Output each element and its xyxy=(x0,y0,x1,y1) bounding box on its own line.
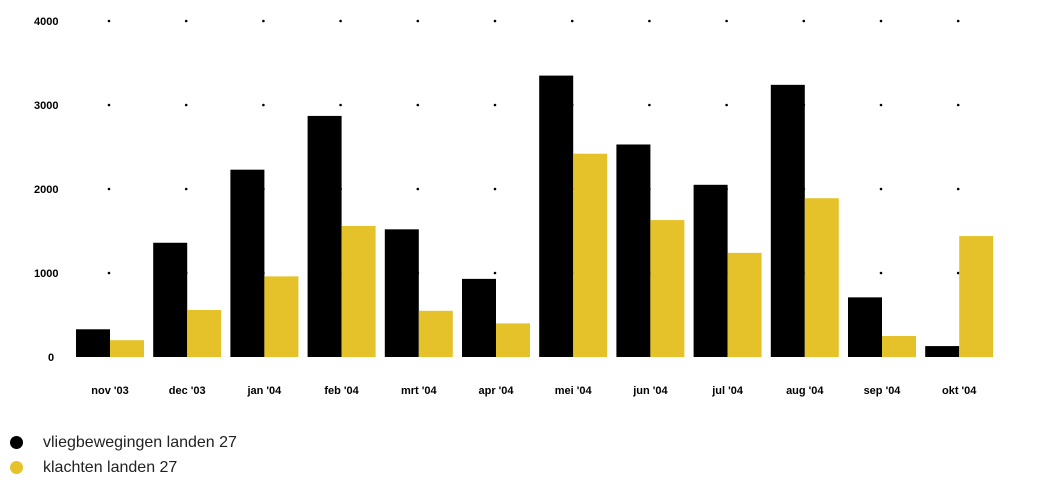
y-tick-label: 0 xyxy=(48,352,54,364)
y-tick-label: 4000 xyxy=(34,16,58,28)
grid-dot xyxy=(416,103,420,107)
y-tick-label: 1000 xyxy=(34,268,58,280)
x-tick-label: mrt '04 xyxy=(401,385,438,397)
bar-black-5 xyxy=(462,278,496,357)
grid-dot xyxy=(493,19,497,23)
x-tick-label: jan '04 xyxy=(246,385,282,397)
x-tick-label: mei '04 xyxy=(555,385,593,397)
grid-dot xyxy=(262,103,265,107)
grid-dot xyxy=(956,187,960,191)
bar-black-4 xyxy=(384,229,419,357)
bar-yellow-11 xyxy=(959,236,994,357)
bar-black-1 xyxy=(153,242,188,357)
grid-dot xyxy=(416,19,420,23)
bar-yellow-10 xyxy=(882,336,916,357)
grid-dot xyxy=(339,103,342,107)
bar-yellow-5 xyxy=(496,323,530,357)
grid-dot xyxy=(802,19,806,23)
x-tick-label: dec '03 xyxy=(169,385,206,397)
y-tick-label: 3000 xyxy=(34,100,58,112)
grid-dot xyxy=(493,187,497,191)
grid-dot xyxy=(493,271,497,275)
bar-yellow-3 xyxy=(341,225,376,357)
grid-dot xyxy=(339,19,342,23)
grid-dot xyxy=(262,19,265,23)
legend-item-series-1: vliegbewegingen landen 27 xyxy=(10,430,237,455)
grid-dot xyxy=(956,103,960,107)
bar-yellow-4 xyxy=(418,310,453,357)
bar-yellow-7 xyxy=(650,220,685,357)
x-tick-label: apr '04 xyxy=(478,385,514,397)
legend-item-series-2: klachten landen 27 xyxy=(10,455,237,480)
bar-black-10 xyxy=(848,297,882,357)
legend: vliegbewegingen landen 27 klachten lande… xyxy=(10,430,237,480)
grid-dot xyxy=(107,19,111,23)
grid-dot xyxy=(956,19,960,23)
bar-black-3 xyxy=(307,115,342,357)
grid-dot xyxy=(648,19,651,23)
legend-label-series-1: vliegbewegingen landen 27 xyxy=(43,433,237,451)
x-tick-label: jul '04 xyxy=(711,385,744,397)
bar-black-6 xyxy=(539,75,574,357)
bar-black-0 xyxy=(76,329,110,357)
grid-dot xyxy=(879,103,883,107)
grid-dot xyxy=(107,271,111,275)
grid-dot xyxy=(879,271,883,275)
grid-dot xyxy=(570,19,574,23)
bar-black-11 xyxy=(925,346,960,357)
bar-yellow-1 xyxy=(187,309,222,357)
bar-black-2 xyxy=(230,169,265,357)
grid-dot xyxy=(107,187,111,191)
x-tick-label: sep '04 xyxy=(864,385,902,397)
bar-yellow-8 xyxy=(727,252,762,357)
bars xyxy=(76,75,994,357)
legend-label-series-2: klachten landen 27 xyxy=(43,458,178,476)
grid-dot xyxy=(725,19,728,23)
legend-swatch-yellow xyxy=(10,461,23,474)
x-axis-ticks: nov '03 dec '03 jan '04 feb '04 mrt '04 apr '… xyxy=(91,385,977,397)
x-tick-label: aug '04 xyxy=(786,385,824,397)
grid-dot xyxy=(879,187,883,191)
y-axis-ticks: 0 1000 2000 3000 4000 xyxy=(34,16,58,364)
grid-dot xyxy=(107,103,111,107)
bar-black-9 xyxy=(770,84,805,357)
x-tick-label: okt '04 xyxy=(942,385,977,397)
x-tick-label: nov '03 xyxy=(91,385,128,397)
bar-yellow-0 xyxy=(110,340,144,357)
grid-dot xyxy=(184,187,188,191)
grid-dot xyxy=(648,103,651,107)
grid-dot xyxy=(184,103,188,107)
bar-yellow-6 xyxy=(573,153,608,357)
bar-chart: 0 1000 2000 3000 4000 nov '03 dec '03 jan '04 f… xyxy=(34,16,994,397)
bar-yellow-2 xyxy=(264,276,299,357)
legend-swatch-black xyxy=(10,436,23,449)
x-tick-label: feb '04 xyxy=(324,385,359,397)
grid-dot xyxy=(956,271,960,275)
grid-dot xyxy=(879,19,883,23)
grid-dot xyxy=(416,187,420,191)
grid-dot xyxy=(493,103,497,107)
bar-black-8 xyxy=(693,184,728,357)
grid-dot xyxy=(184,19,188,23)
bar-yellow-9 xyxy=(804,198,839,357)
bar-black-7 xyxy=(616,144,651,357)
x-tick-label: jun '04 xyxy=(632,385,668,397)
y-tick-label: 2000 xyxy=(34,184,58,196)
grid-dot xyxy=(725,103,728,107)
